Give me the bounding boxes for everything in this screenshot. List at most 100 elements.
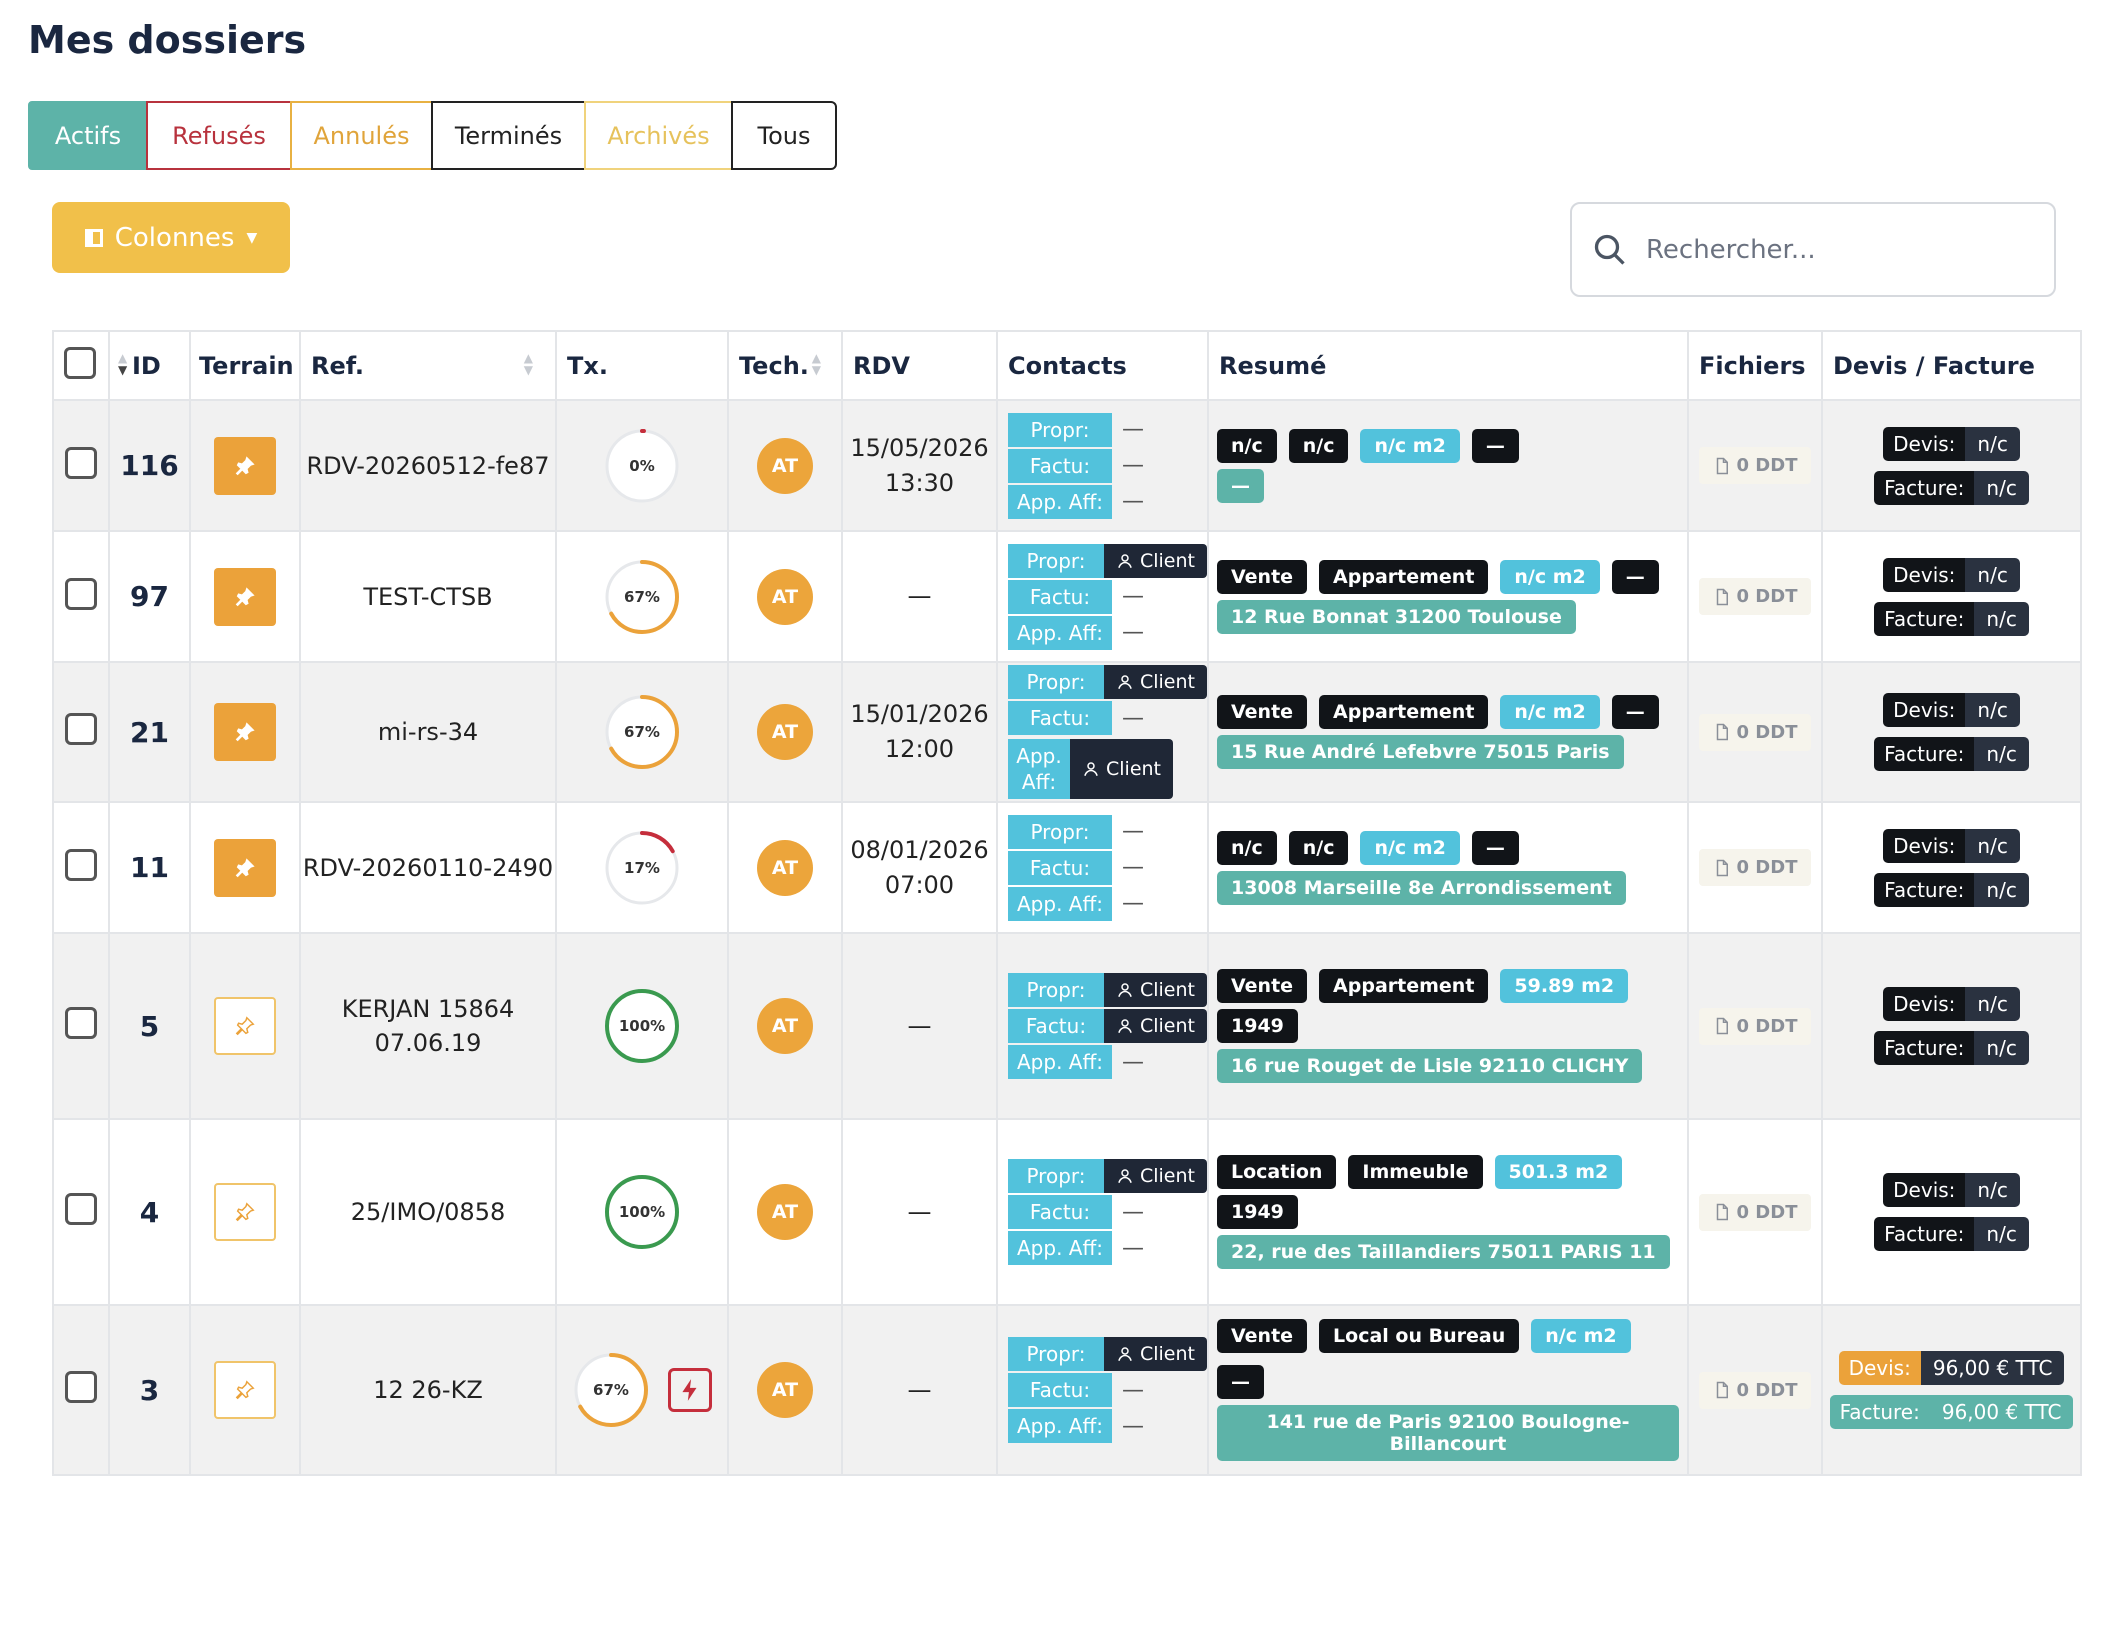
search-input[interactable]	[1646, 234, 2026, 265]
app-aff-contact[interactable]: App. Aff: —	[1008, 1409, 1207, 1443]
table-row[interactable]: 21 mi-rs-34 67% AT 15/01/2026 12:00 Propr: Clie…	[52, 661, 2082, 803]
ref-text[interactable]: RDV-20260512-fe87	[306, 451, 550, 480]
factu-contact[interactable]: Factu: —	[1008, 1373, 1207, 1407]
dossier-id[interactable]: 5	[139, 1009, 160, 1043]
row-checkbox[interactable]	[65, 1193, 97, 1225]
terrain-pin-button[interactable]	[214, 436, 276, 495]
ddt-files-badge[interactable]: 0 DDT	[1698, 1193, 1812, 1231]
technician-avatar[interactable]: AT	[757, 704, 813, 760]
propr-contact[interactable]: Propr: Client	[1008, 665, 1207, 699]
dossier-id[interactable]: 4	[139, 1195, 160, 1229]
tab-tous[interactable]: Tous	[731, 101, 837, 170]
devis-badge[interactable]: Devis: n/c	[1883, 828, 2020, 863]
technician-avatar[interactable]: AT	[757, 839, 813, 896]
tab-termines[interactable]: Terminés	[431, 101, 586, 170]
propr-contact-value[interactable]: Client	[1103, 665, 1207, 699]
devis-badge[interactable]: Devis: n/c	[1883, 557, 2020, 592]
table-row[interactable]: 11 RDV-20260110-2490 17% AT 08/01/2026 07:00 P…	[52, 801, 2082, 934]
ref-text[interactable]: 07.06.19	[374, 1029, 482, 1057]
technician-avatar[interactable]: AT	[757, 998, 813, 1054]
app-aff-contact[interactable]: App. Aff: —	[1008, 1045, 1207, 1079]
ref-text[interactable]: mi-rs-34	[377, 718, 479, 746]
terrain-pin-button[interactable]	[214, 1183, 276, 1241]
factu-contact[interactable]: Factu: —	[1008, 579, 1207, 614]
header-id[interactable]: ▲ ▼ ID	[108, 330, 191, 401]
factu-contact[interactable]: Factu: —	[1008, 1195, 1207, 1229]
tab-actifs[interactable]: Actifs	[28, 101, 148, 170]
propr-contact[interactable]: Propr: —	[1008, 412, 1207, 447]
ddt-files-badge[interactable]: 0 DDT	[1698, 1371, 1812, 1409]
ref-text[interactable]: TEST-CTSB	[363, 582, 493, 611]
header-ref[interactable]: Ref. ▲ ▼	[299, 330, 557, 401]
ddt-files-badge[interactable]: 0 DDT	[1698, 1007, 1812, 1045]
app-aff-contact[interactable]: App. Aff: Client	[1008, 739, 1207, 799]
app-aff-contact[interactable]: App. Aff: —	[1008, 1231, 1207, 1265]
ddt-files-badge[interactable]: 0 DDT	[1698, 447, 1812, 484]
propr-contact-value[interactable]: Client	[1103, 543, 1207, 578]
terrain-pin-button[interactable]	[214, 838, 276, 897]
terrain-pin-button[interactable]	[214, 703, 276, 761]
technician-avatar[interactable]: AT	[757, 437, 813, 494]
factu-contact[interactable]: Factu: —	[1008, 850, 1207, 885]
table-row[interactable]: 3 12 26-KZ 67% AT — Propr: Client Factu: — App. A…	[52, 1304, 2082, 1476]
row-checkbox[interactable]	[65, 577, 97, 610]
ref-text[interactable]: RDV-20260110-2490	[302, 853, 554, 882]
facture-badge[interactable]: Facture: n/c	[1874, 737, 2029, 771]
technician-avatar[interactable]: AT	[757, 1362, 813, 1418]
row-checkbox[interactable]	[65, 713, 97, 745]
technician-avatar[interactable]: AT	[757, 568, 813, 625]
propr-contact[interactable]: Propr: Client	[1008, 543, 1207, 578]
select-all-checkbox[interactable]	[64, 346, 96, 379]
factu-contact[interactable]: Factu: —	[1008, 448, 1207, 483]
facture-badge[interactable]: Facture: n/c	[1874, 601, 2029, 636]
ddt-files-badge[interactable]: 0 DDT	[1698, 578, 1812, 615]
tab-refuses[interactable]: Refusés	[146, 101, 292, 170]
facture-badge[interactable]: Facture: 96,00 € TTC	[1829, 1395, 2074, 1429]
row-checkbox[interactable]	[65, 1007, 97, 1039]
table-row[interactable]: 5 KERJAN 15864 07.06.19 100% AT — Propr: Client…	[52, 932, 2082, 1120]
propr-contact[interactable]: Propr: Client	[1008, 1159, 1207, 1193]
dossier-id[interactable]: 11	[130, 851, 169, 884]
devis-badge[interactable]: Devis: n/c	[1883, 987, 2020, 1021]
table-row[interactable]: 116 RDV-20260512-fe87 0% AT 15/05/2026 13:30 P…	[52, 399, 2082, 532]
header-tech[interactable]: Tech. ▲ ▼	[727, 330, 843, 401]
app-aff-contact[interactable]: App. Aff: —	[1008, 886, 1207, 921]
facture-badge[interactable]: Facture: n/c	[1874, 1217, 2029, 1251]
ddt-files-badge[interactable]: 0 DDT	[1698, 849, 1812, 886]
devis-badge[interactable]: Devis: n/c	[1883, 1173, 2020, 1207]
facture-badge[interactable]: Facture: n/c	[1874, 470, 2029, 505]
devis-badge[interactable]: Devis: n/c	[1883, 426, 2020, 461]
propr-contact[interactable]: Propr: Client	[1008, 973, 1207, 1007]
row-checkbox[interactable]	[65, 848, 97, 881]
propr-contact[interactable]: Propr: Client	[1008, 1337, 1207, 1371]
tab-annules[interactable]: Annulés	[290, 101, 433, 170]
app-aff-contact[interactable]: App. Aff: —	[1008, 484, 1207, 519]
dossier-id[interactable]: 97	[130, 580, 169, 613]
dossier-id[interactable]: 21	[130, 715, 169, 749]
ref-text[interactable]: 25/IMO/0858	[350, 1198, 506, 1226]
tab-archives[interactable]: Archivés	[584, 101, 733, 170]
factu-contact[interactable]: Factu: Client	[1008, 1009, 1207, 1043]
ref-text[interactable]: 12 26-KZ	[373, 1376, 483, 1404]
dossier-id[interactable]: 3	[139, 1373, 160, 1407]
terrain-pin-button[interactable]	[214, 1361, 276, 1419]
table-row[interactable]: 97 TEST-CTSB 67% AT — Propr: Client Factu: — App.…	[52, 530, 2082, 663]
terrain-pin-button[interactable]	[214, 997, 276, 1055]
columns-button[interactable]: Colonnes ▼	[52, 202, 290, 273]
ref-text[interactable]: KERJAN 15864	[341, 995, 515, 1023]
propr-contact[interactable]: Propr: —	[1008, 814, 1207, 849]
table-row[interactable]: 4 25/IMO/0858 100% AT — Propr: Client Factu: — Ap…	[52, 1118, 2082, 1306]
row-checkbox[interactable]	[65, 1371, 97, 1403]
devis-badge[interactable]: Devis: 96,00 € TTC	[1838, 1351, 2065, 1385]
propr-contact-value[interactable]: Client	[1103, 1337, 1207, 1371]
facture-badge[interactable]: Facture: n/c	[1874, 1031, 2029, 1065]
app-aff-contact-value[interactable]: Client	[1070, 739, 1174, 799]
propr-contact-value[interactable]: Client	[1103, 973, 1207, 1007]
factu-contact-value[interactable]: Client	[1103, 1009, 1207, 1043]
ddt-files-badge[interactable]: 0 DDT	[1698, 713, 1812, 751]
technician-avatar[interactable]: AT	[757, 1184, 813, 1240]
facture-badge[interactable]: Facture: n/c	[1874, 872, 2029, 907]
factu-contact[interactable]: Factu: —	[1008, 701, 1207, 735]
propr-contact-value[interactable]: Client	[1103, 1159, 1207, 1193]
devis-badge[interactable]: Devis: n/c	[1883, 693, 2020, 727]
